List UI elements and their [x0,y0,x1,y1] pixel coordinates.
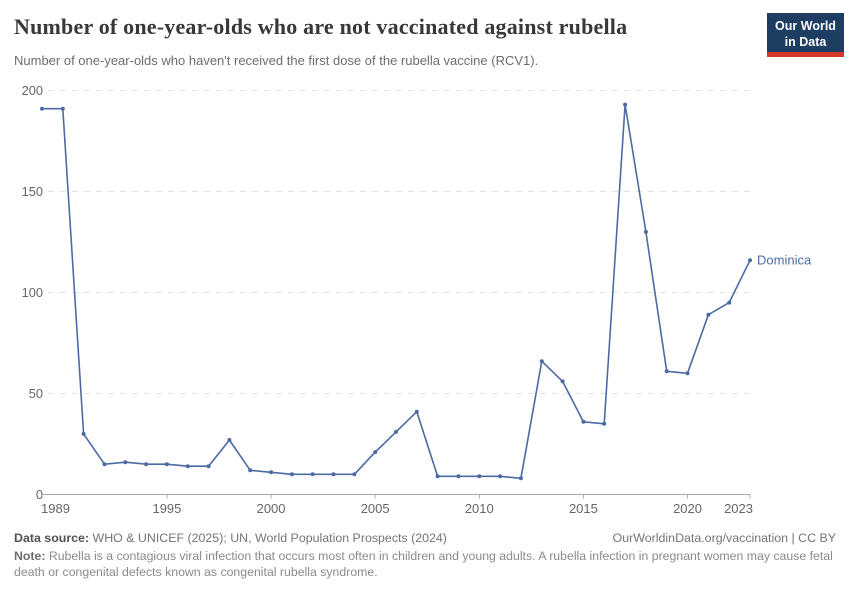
x-axis-tick-label: 2015 [569,501,598,516]
data-point[interactable] [414,409,419,414]
data-point[interactable] [539,359,544,364]
data-source-label: Data source: [14,531,90,545]
data-point[interactable] [269,470,274,475]
y-axis-tick-label: 150 [22,184,43,199]
data-point[interactable] [206,464,211,469]
owid-logo[interactable]: Our World in Data [767,13,844,57]
source-row: Data source: WHO & UNICEF (2025); UN, Wo… [14,531,836,545]
data-point[interactable] [81,431,86,436]
data-point[interactable] [123,460,128,465]
data-point[interactable] [394,429,398,434]
data-point[interactable] [498,474,503,479]
data-point[interactable] [331,472,336,477]
data-point[interactable] [706,312,711,317]
data-source-text: Data source: WHO & UNICEF (2025); UN, Wo… [14,531,447,545]
x-axis-tick-label: 1989 [41,501,70,516]
data-point[interactable] [560,379,565,384]
data-point[interactable] [352,472,357,477]
x-axis-tick-label: 1995 [152,501,181,516]
chart-subtitle: Number of one-year-olds who haven't rece… [14,53,539,68]
page-title: Number of one-year-olds who are not vacc… [14,14,628,39]
data-point[interactable] [685,371,690,376]
data-point[interactable] [623,102,628,107]
y-axis-tick-label: 200 [22,83,43,98]
data-point[interactable] [748,258,752,263]
data-point[interactable] [144,462,149,467]
owid-logo-line1: Our World [775,19,836,33]
data-point[interactable] [373,450,378,455]
x-axis-tick-label: 2005 [361,501,390,516]
data-line[interactable] [42,103,751,480]
data-point[interactable] [602,421,607,426]
data-point[interactable] [248,468,253,473]
data-point[interactable] [518,476,523,481]
y-axis-tick-label: 50 [29,386,43,401]
x-axis-tick-label: 2020 [673,501,702,516]
data-point[interactable] [664,369,669,374]
data-point[interactable] [289,472,294,477]
data-point[interactable] [581,419,586,424]
data-point[interactable] [60,106,65,111]
data-point[interactable] [477,474,482,479]
x-axis-tick-label: 2023 [724,501,753,516]
owid-cc-link[interactable]: OurWorldinData.org/vaccination | CC BY [612,531,836,545]
x-axis-tick-label: 2010 [465,501,494,516]
note-label: Note: [14,549,46,563]
data-point[interactable] [40,106,44,111]
data-point[interactable] [456,474,461,479]
y-axis-tick-label: 0 [36,487,43,502]
data-point[interactable] [643,229,648,234]
data-point[interactable] [310,472,315,477]
chart-footer: Data source: WHO & UNICEF (2025); UN, Wo… [14,531,836,580]
chart-note: Note: Rubella is a contagious viral infe… [14,549,833,579]
data-point[interactable] [102,462,107,467]
data-point[interactable] [435,474,440,479]
owid-logo-line2: in Data [784,35,827,49]
y-axis-tick-label: 100 [22,285,43,300]
data-point[interactable] [164,462,169,467]
entity-label[interactable]: Dominica [757,253,812,268]
x-axis-tick-label: 2000 [257,501,286,516]
data-point[interactable] [185,464,190,469]
data-point[interactable] [227,438,232,442]
line-chart-svg[interactable]: 0 50 100 150 200 1989 1995 2000 2005 2010 2015 2020… [0,80,850,525]
data-point[interactable] [727,300,732,305]
